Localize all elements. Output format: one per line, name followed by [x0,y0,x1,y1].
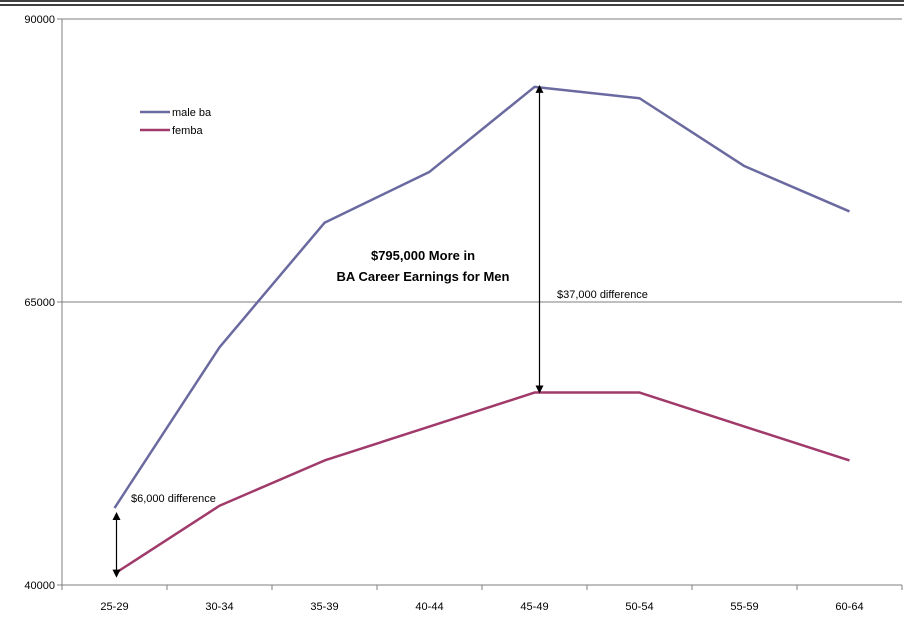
x-tick-label: 50-54 [625,601,653,613]
annotation-title-line1: $795,000 More in [371,248,475,263]
x-tick-label: 45-49 [520,601,548,613]
annotation-diff-right: $37,000 difference [557,289,648,301]
legend-item-male: male ba [140,107,212,119]
series-layer [113,85,850,575]
x-tick-label: 25-29 [100,601,128,613]
legend-item-female: femba [140,125,203,137]
legend-label-female: femba [172,125,203,137]
x-tick-label: 40-44 [415,601,443,613]
legend-label-male: male ba [172,107,212,119]
legend: male ba femba [140,107,212,137]
x-tick-label: 35-39 [310,601,338,613]
axis-layer: 40000 65000 90000 25-29 30-34 35-39 40-44 45-49… [24,14,903,613]
annotation-title-line2: BA Career Earnings for Men [337,269,510,284]
x-tick-label: 60-64 [835,601,863,613]
y-tick-label: 40000 [24,580,55,592]
series-line-femba [113,391,850,575]
y-tick-label: 65000 [24,297,55,309]
y-tick-label: 90000 [24,14,55,26]
x-tick-label: 55-59 [730,601,758,613]
annotation-diff-left: $6,000 difference [131,493,216,505]
series-line-male-ba [113,85,850,509]
x-tick-label: 30-34 [205,601,233,613]
